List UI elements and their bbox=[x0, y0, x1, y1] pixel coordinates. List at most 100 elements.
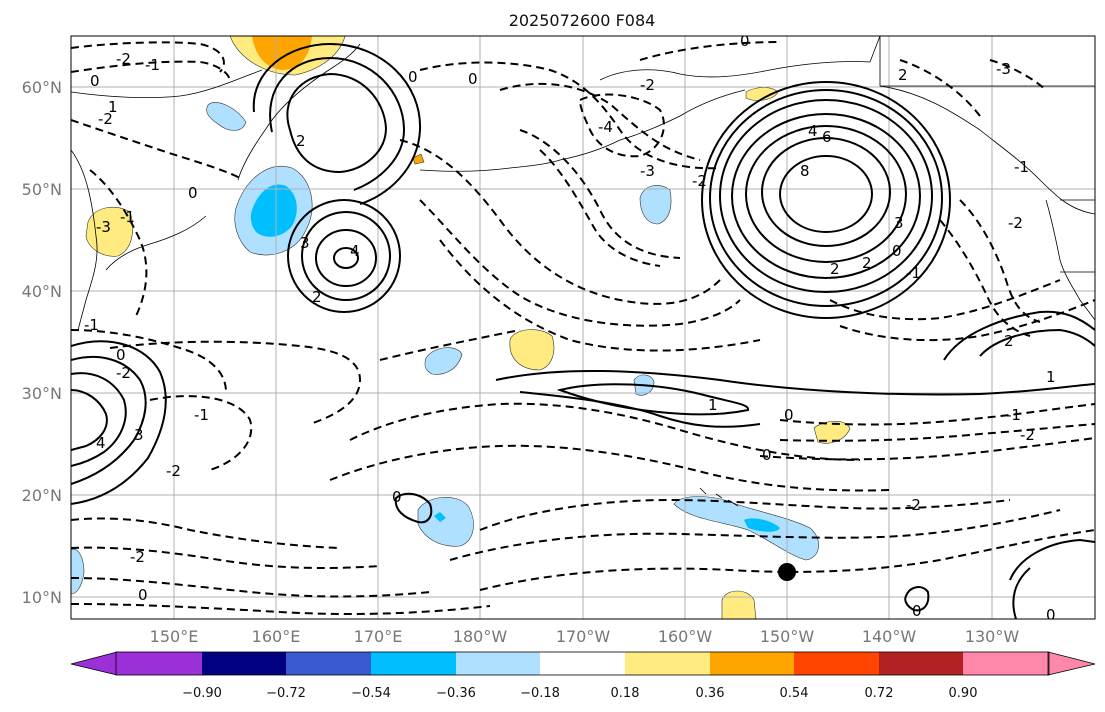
contour-dashed-5 bbox=[578, 93, 665, 158]
coast-asia bbox=[71, 149, 98, 331]
contour-label: -2 bbox=[906, 496, 921, 514]
lat-label: 10°N bbox=[22, 588, 62, 607]
contour-central-band bbox=[495, 369, 1095, 396]
contour-label: 0 bbox=[116, 346, 126, 364]
anomaly-positive-central bbox=[509, 329, 555, 371]
contour-label: -2 bbox=[130, 548, 145, 566]
contour-dashed-30 bbox=[939, 219, 1031, 337]
contour-ne bbox=[943, 310, 1095, 361]
contour-label: 8 bbox=[800, 162, 810, 180]
anomaly-positive-south bbox=[721, 590, 757, 619]
contour-dashed-13 bbox=[71, 329, 227, 393]
lat-label: 50°N bbox=[22, 180, 62, 199]
contour-high-gulf-2 bbox=[761, 137, 891, 247]
contour-label: 0 bbox=[138, 586, 148, 604]
contour-dashed-18 bbox=[71, 577, 431, 598]
contour-dashed-6 bbox=[399, 139, 721, 305]
contour-kamchatka-loop-2 bbox=[269, 56, 406, 191]
contour-se bbox=[1009, 538, 1095, 581]
lat-label: 20°N bbox=[22, 486, 62, 505]
contour-label: -1 bbox=[1014, 158, 1029, 176]
colorbar-extend-high bbox=[1047, 651, 1096, 676]
contour-label: 4 bbox=[96, 434, 106, 452]
colorbar-label: 0.18 bbox=[611, 686, 640, 701]
contour-high-gulf-7 bbox=[701, 81, 951, 319]
contour-dashed-9 bbox=[519, 129, 681, 259]
contour-label: -1 bbox=[145, 56, 160, 74]
lon-label: 170°E bbox=[354, 627, 403, 646]
map-panel: -2 -1 0 1 -2 0 -1 -3 3 4 2 2 0 4 6 8 3 2… bbox=[71, 32, 1095, 624]
lat-label: 60°N bbox=[22, 78, 62, 97]
contour-dashed-16 bbox=[71, 517, 341, 549]
contour-high-gulf-1 bbox=[779, 155, 873, 233]
contour-labels: -2 -1 0 1 -2 0 -1 -3 3 4 2 2 0 4 6 8 3 2… bbox=[84, 32, 1056, 624]
lat-label: 40°N bbox=[22, 282, 62, 301]
contour-label: 1 bbox=[1046, 368, 1056, 386]
contour-sw-3 bbox=[71, 389, 108, 451]
map-title: 2025072600 F084 bbox=[509, 11, 656, 30]
contour-dashed-21 bbox=[349, 402, 861, 461]
colorbar-outline bbox=[115, 651, 1050, 676]
contour-dashed-1 bbox=[71, 41, 225, 73]
contour-label: 0 bbox=[392, 488, 402, 506]
contour-high-gulf-4 bbox=[731, 113, 921, 279]
contour-label: 3 bbox=[300, 234, 310, 252]
contour-small-loop-se bbox=[904, 586, 930, 612]
contour-label: 0 bbox=[740, 32, 750, 50]
contour-band-upper bbox=[519, 391, 761, 428]
contour-dashed-8 bbox=[439, 239, 761, 352]
contour-dashed-17 bbox=[71, 546, 381, 569]
anomaly-negative-hawaii-core bbox=[744, 518, 780, 532]
anomaly-negative-central bbox=[424, 347, 463, 375]
colorbar-label: −0.72 bbox=[266, 686, 306, 701]
contour-dashed-15 bbox=[149, 395, 253, 471]
colorbar-label: −0.18 bbox=[520, 686, 560, 701]
contour-sw-4 bbox=[71, 340, 167, 505]
contour-dashed-22 bbox=[329, 444, 891, 492]
dashed-contours bbox=[71, 41, 1095, 615]
contour-dashed-29 bbox=[959, 199, 1041, 323]
contour-label: -4 bbox=[598, 118, 613, 136]
anomaly-negative-south-w-core bbox=[434, 512, 446, 522]
lon-label: 170°W bbox=[556, 627, 611, 646]
solid-contours bbox=[71, 42, 1095, 619]
colorbar-swatch bbox=[963, 652, 1049, 675]
contour-label: 0 bbox=[468, 70, 478, 88]
contour-dashed-26 bbox=[779, 403, 1095, 426]
lon-label: 150°E bbox=[150, 627, 199, 646]
coast-alaska bbox=[599, 36, 881, 81]
contour-label: -1 bbox=[1006, 406, 1021, 424]
contour-label: 0 bbox=[762, 446, 772, 464]
colorbar-label: 0.72 bbox=[865, 686, 894, 701]
anomaly-negative-small-nw bbox=[206, 102, 247, 131]
contour-dashed-31 bbox=[829, 279, 1061, 321]
contour-label: -2 bbox=[692, 172, 707, 190]
coast-siberia bbox=[71, 69, 263, 99]
contour-kamchatka-loop-3 bbox=[252, 42, 422, 205]
contour-label: 2 bbox=[312, 288, 322, 306]
colorbar-swatch bbox=[710, 652, 794, 675]
lon-label: 150°W bbox=[760, 627, 815, 646]
contour-label: -3 bbox=[640, 162, 655, 180]
contour-low-japan-2 bbox=[315, 229, 377, 287]
colorbar-label: −0.54 bbox=[351, 686, 391, 701]
contour-dashed-4 bbox=[499, 82, 701, 161]
contour-label: 0 bbox=[408, 68, 418, 86]
contour-label: -1 bbox=[906, 264, 921, 282]
coast-na-box bbox=[1060, 199, 1095, 273]
contour-label: 1 bbox=[708, 396, 718, 414]
colorbar-swatch bbox=[879, 652, 963, 675]
contour-dashed-10 bbox=[539, 149, 661, 267]
coast-aleutian-west bbox=[419, 159, 561, 172]
contour-dashed-19 bbox=[71, 603, 491, 615]
colorbar-swatch bbox=[202, 652, 286, 675]
lon-label: 130°W bbox=[965, 627, 1020, 646]
coastlines bbox=[71, 36, 1095, 507]
coast-japan bbox=[105, 215, 207, 271]
contour-label: -2 bbox=[640, 76, 655, 94]
contour-label: 1 bbox=[108, 98, 118, 116]
contour-label: 0 bbox=[1046, 606, 1056, 624]
contour-label: 2 bbox=[296, 132, 306, 150]
colorbar-swatch bbox=[625, 652, 710, 675]
contour-dashed-11 bbox=[71, 119, 241, 179]
